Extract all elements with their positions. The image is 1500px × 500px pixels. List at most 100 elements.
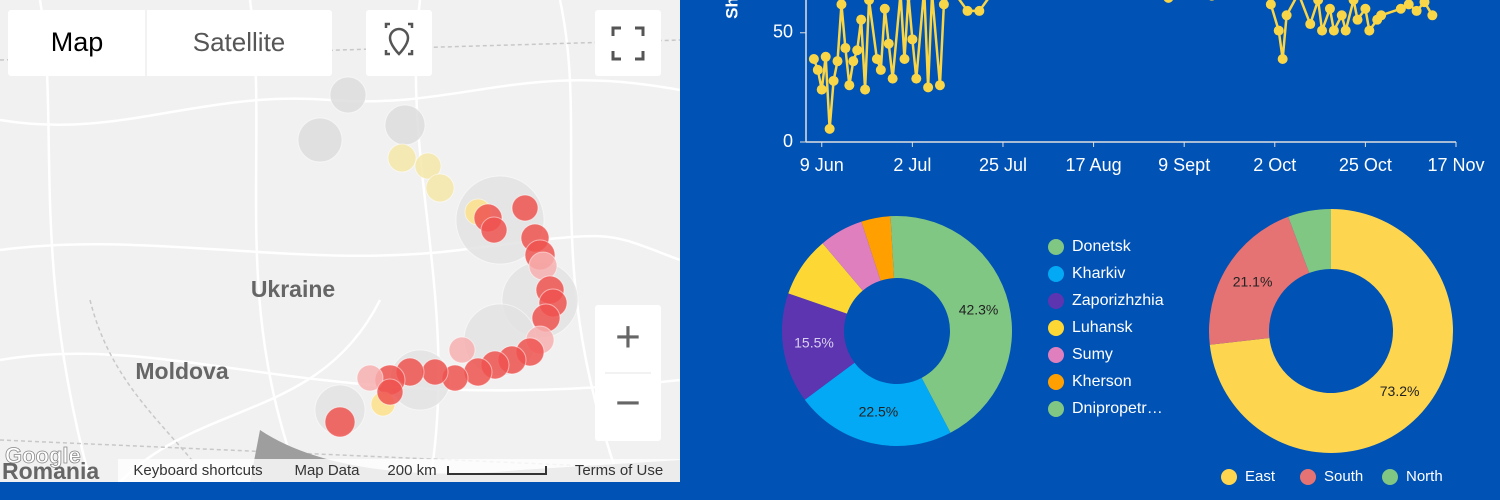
point [883,38,894,49]
point [1360,3,1371,14]
legend-label: Dnipropetr… [1072,400,1163,417]
point [852,45,863,56]
donut-segment [788,243,863,314]
legend-label: Donetsk [1072,238,1132,255]
point [911,73,922,84]
map-marker [414,152,442,180]
point [840,43,851,54]
map-marker [356,364,384,392]
point [836,0,847,10]
map-marker [384,104,426,146]
point [824,123,835,134]
legend-swatch [1048,266,1064,282]
point [1305,19,1316,30]
point [1395,3,1406,14]
map-button[interactable]: Map [51,27,104,57]
x-tick-label: 25 Oct [1339,155,1392,175]
point [1277,53,1288,64]
map-marker [329,76,367,114]
map[interactable]: Map Satellite + − Ukraine Moldova Romani… [0,0,680,484]
attribution-bar [118,459,680,482]
point [1336,10,1347,21]
legend-label: Sumy [1072,346,1113,363]
donut-segment [1209,209,1454,453]
point [848,56,859,67]
terms[interactable]: Terms of Use [575,462,663,479]
point [1340,25,1351,36]
legend-label: Kharkiv [1072,265,1125,282]
legend-swatch [1048,401,1064,417]
map-marker [297,117,343,163]
donut-segment [897,216,1012,433]
data-label: 42.3% [959,302,999,318]
map-marker [448,336,476,364]
point [962,5,973,16]
point [812,64,823,75]
legend-label: East [1245,468,1276,485]
point [899,53,910,64]
donut-segment [822,221,881,291]
legend-swatch [1300,469,1316,485]
point [938,0,949,10]
legend-swatch [1048,293,1064,309]
point [1313,0,1324,5]
point [1348,0,1359,5]
google-logo: Google [5,443,81,468]
locate-button[interactable] [366,10,432,76]
donut-segment [861,216,895,281]
point [1265,0,1276,10]
legend-swatch [1048,347,1064,363]
point [887,73,898,84]
data-label: 22.5% [859,404,899,420]
point [1427,10,1438,21]
x-tick-label: 17 Nov [1427,155,1484,175]
map-marker [421,358,449,386]
point [860,84,871,95]
point [923,82,934,93]
legend-swatch [1221,469,1237,485]
place-label: Ukraine [251,276,335,302]
data-label: 73.2% [1380,383,1420,399]
y-axis-title: Sh [722,0,741,19]
x-tick-label: 9 Sept [1158,155,1210,175]
zoom-in[interactable]: + [615,313,641,362]
point [808,53,819,64]
map-marker [480,216,508,244]
data-label: 15.5% [794,335,834,351]
zoom-out[interactable]: − [615,379,641,428]
point [1281,10,1292,21]
scale-label: 200 km [387,462,436,479]
keyboard-shortcuts[interactable]: Keyboard shortcuts [133,462,262,479]
point [844,80,855,91]
map-marker [376,378,404,406]
legend-label: Zaporizhzhia [1072,292,1164,309]
point [820,51,831,62]
point [828,75,839,86]
legend-label: North [1406,468,1443,485]
point [832,56,843,67]
point [1419,0,1430,8]
map-data[interactable]: Map Data [294,462,360,479]
donut-segment [1288,209,1331,273]
satellite-button[interactable]: Satellite [193,27,286,57]
point [875,64,886,75]
point [974,5,985,16]
point [905,0,911,1]
point [1273,25,1284,36]
y-tick-label: 0 [783,131,793,151]
point [1324,3,1335,14]
map-marker [425,173,455,203]
x-tick-label: 2 Jul [893,155,931,175]
point [879,3,890,14]
donut-segment [1209,216,1310,345]
legend-swatch [1048,320,1064,336]
point [1352,14,1363,25]
point [864,0,875,5]
fullscreen-button[interactable] [595,10,661,76]
map-marker [324,406,356,438]
legend-label: Kherson [1072,373,1132,390]
donut-segment [804,362,951,446]
point [1209,0,1215,1]
